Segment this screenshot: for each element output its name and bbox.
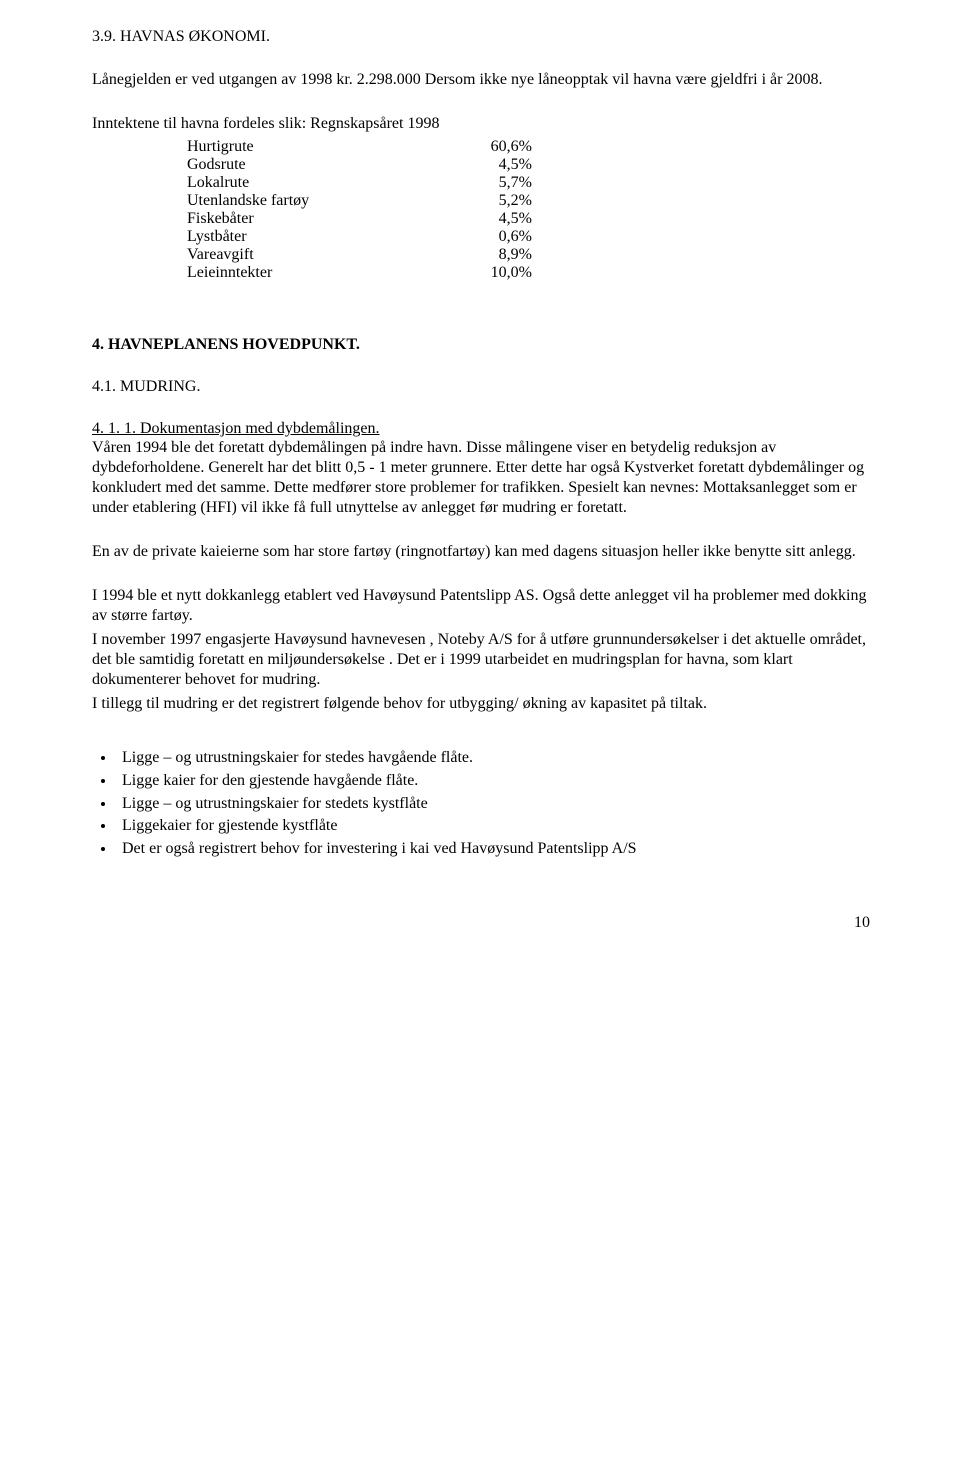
income-value: 0,6% bbox=[472, 228, 532, 246]
section-4-1-heading: 4.1. MUDRING. bbox=[92, 378, 870, 396]
income-value: 60,6% bbox=[472, 138, 532, 156]
income-row: Fiskebåter 4,5% bbox=[92, 210, 870, 228]
income-row: Utenlandske fartøy 5,2% bbox=[92, 192, 870, 210]
income-row: Lystbåter 0,6% bbox=[92, 228, 870, 246]
spacer bbox=[92, 282, 870, 336]
section-4-1-1-text: 4. 1. 1. Dokumentasjon med dybdemålingen… bbox=[92, 420, 380, 437]
income-row: Lokalrute 5,7% bbox=[92, 174, 870, 192]
para-private-kai: En av de private kaieierne som har store… bbox=[92, 542, 870, 562]
income-label: Vareavgift bbox=[92, 246, 472, 264]
income-row: Vareavgift 8,9% bbox=[92, 246, 870, 264]
bullet-item: Liggekaier for gjestende kystflåte bbox=[116, 816, 870, 837]
income-label: Lokalrute bbox=[92, 174, 472, 192]
income-value: 10,0% bbox=[472, 264, 532, 282]
bullet-list: Ligge – og utrustningskaier for stedes h… bbox=[92, 748, 870, 860]
para-noteby: I november 1997 engasjerte Havøysund hav… bbox=[92, 630, 870, 690]
section-4-1-1-heading: 4. 1. 1. Dokumentasjon med dybdemålingen… bbox=[92, 420, 870, 438]
para-dokkanlegg: I 1994 ble et nytt dokkanlegg etablert v… bbox=[92, 586, 870, 626]
income-value: 8,9% bbox=[472, 246, 532, 264]
income-label: Fiskebåter bbox=[92, 210, 472, 228]
spacer bbox=[92, 738, 870, 748]
page-number: 10 bbox=[92, 914, 870, 932]
para-loan-debt: Lånegjelden er ved utgangen av 1998 kr. … bbox=[92, 70, 870, 90]
income-row: Godsrute 4,5% bbox=[92, 156, 870, 174]
income-value: 4,5% bbox=[472, 210, 532, 228]
income-value: 5,2% bbox=[472, 192, 532, 210]
bullet-item: Ligge – og utrustningskaier for stedets … bbox=[116, 794, 870, 815]
income-label: Utenlandske fartøy bbox=[92, 192, 472, 210]
income-value: 4,5% bbox=[472, 156, 532, 174]
bullet-item: Det er også registrert behov for investe… bbox=[116, 839, 870, 860]
income-label: Lystbåter bbox=[92, 228, 472, 246]
income-value: 5,7% bbox=[472, 174, 532, 192]
section-3-9-heading: 3.9. HAVNAS ØKONOMI. bbox=[92, 28, 870, 46]
income-label: Hurtigrute bbox=[92, 138, 472, 156]
section-4-heading: 4. HAVNEPLANENS HOVEDPUNKT. bbox=[92, 336, 870, 354]
income-label: Godsrute bbox=[92, 156, 472, 174]
bullet-item: Ligge – og utrustningskaier for stedes h… bbox=[116, 748, 870, 769]
para-tiltak: I tillegg til mudring er det registrert … bbox=[92, 694, 870, 714]
income-label: Leieinntekter bbox=[92, 264, 472, 282]
income-table: Hurtigrute 60,6% Godsrute 4,5% Lokalrute… bbox=[92, 138, 870, 282]
bullet-item: Ligge kaier for den gjestende havgående … bbox=[116, 771, 870, 792]
income-intro: Inntektene til havna fordeles slik: Regn… bbox=[92, 114, 870, 134]
income-row: Leieinntekter 10,0% bbox=[92, 264, 870, 282]
para-4-1-1: Våren 1994 ble det foretatt dybdemålinge… bbox=[92, 438, 870, 518]
income-row: Hurtigrute 60,6% bbox=[92, 138, 870, 156]
document-page: 3.9. HAVNAS ØKONOMI. Lånegjelden er ved … bbox=[0, 0, 960, 972]
